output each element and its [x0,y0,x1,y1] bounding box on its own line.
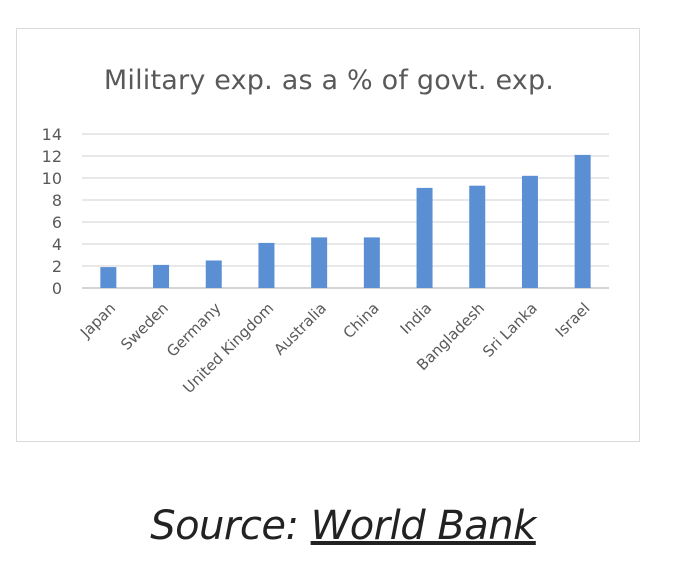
y-tick-label: 8 [52,191,62,210]
x-category-label: Japan [76,299,119,342]
bar-sweden [153,264,170,288]
bar-bangladesh [469,185,486,288]
y-axis-ticks: 0 2 4 6 8 10 12 14 [42,125,62,298]
bar-sri-lanka [521,175,538,288]
bar-japan [100,267,117,288]
bars [100,154,591,288]
bar-india [416,187,433,288]
x-category-label: Israel [552,299,594,341]
bar-australia [311,237,328,288]
chart-frame: Military exp. as a % of govt. exp. 0 2 4 6 8… [16,28,640,442]
x-category-label: India [397,299,436,338]
y-tick-label: 0 [52,279,62,298]
grid-lines [82,133,609,289]
source-line: Source: World Bank [0,503,686,549]
y-tick-label: 14 [42,125,62,144]
y-tick-label: 4 [52,235,62,254]
x-category-label: United Kingdom [179,299,277,397]
source-link[interactable]: World Bank [310,503,537,549]
x-category-label: China [340,299,383,342]
bar-germany [205,260,222,288]
x-category-label: Australia [270,299,330,359]
y-tick-label: 12 [42,147,62,166]
x-category-label: Sweden [117,299,172,354]
y-tick-label: 10 [42,169,62,188]
bar-china [363,237,380,288]
source-prefix: Source: [150,503,311,549]
y-tick-label: 2 [52,257,62,276]
chart-title: Military exp. as a % of govt. exp. [103,65,555,96]
y-tick-label: 6 [52,213,62,232]
bar-israel [574,154,591,288]
bar-united-kingdom [258,242,275,288]
x-category-label: Sri Lanka [479,299,541,361]
